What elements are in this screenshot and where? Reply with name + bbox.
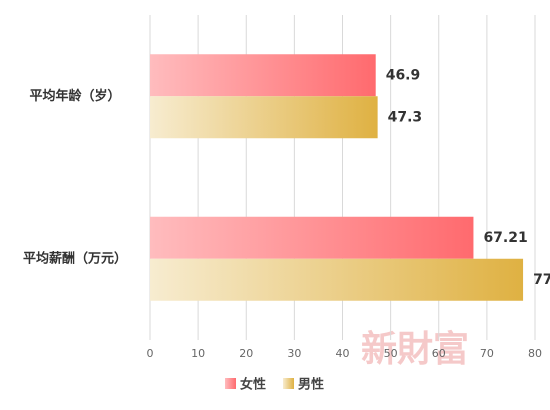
x-tick-label: 60	[432, 347, 446, 360]
value-label: 47.3	[388, 109, 423, 125]
value-label: 67.21	[483, 230, 527, 246]
legend-label: 男性	[298, 377, 324, 393]
category-label: 平均年龄（岁）	[29, 88, 120, 104]
x-tick-label: 40	[336, 347, 350, 360]
x-tick-label: 70	[480, 347, 494, 360]
category-label: 平均薪酬（万元）	[23, 250, 127, 266]
x-tick-label: 0	[147, 347, 154, 360]
x-tick-label: 30	[287, 347, 301, 360]
value-label: 46.9	[386, 67, 421, 83]
watermark: 新財富	[361, 328, 469, 370]
x-tick-label: 50	[384, 347, 398, 360]
bar	[150, 54, 376, 97]
value-label: 77.52	[533, 272, 550, 288]
legend-label: 女性	[240, 377, 266, 393]
x-tick-label: 20	[239, 347, 253, 360]
x-tick-label: 10	[191, 347, 205, 360]
bar	[150, 258, 524, 301]
legend-swatch	[283, 378, 294, 389]
bar	[150, 96, 378, 139]
bar	[150, 216, 474, 259]
x-tick-label: 80	[528, 347, 542, 360]
legend-swatch	[225, 378, 236, 389]
